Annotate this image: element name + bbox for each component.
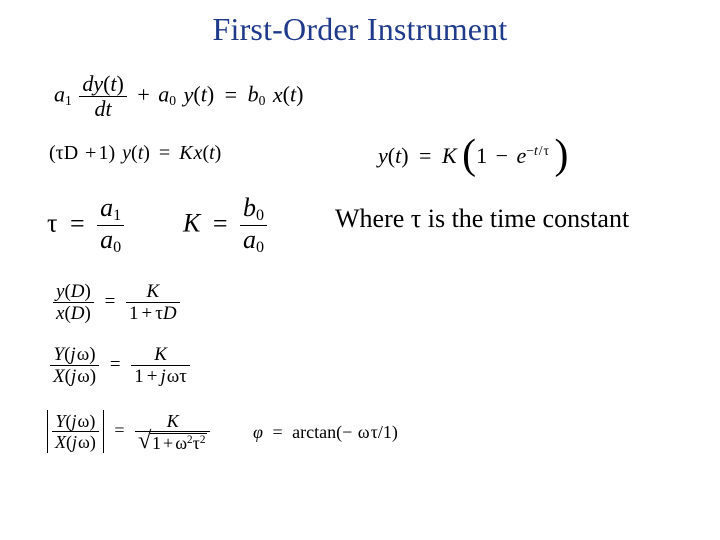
eq-transfer-d: y(D) x(D) = K 1+τD (53, 282, 180, 323)
slide: First-Order Instrument a1 dy(t) dt + a0 … (0, 0, 720, 540)
eq-transfer-jw: Y(jω) X(jω) = K 1+jωτ (50, 345, 190, 386)
eq-step-response: y(t) = K (1 − e−t/τ ) (378, 137, 568, 179)
eq-phase: φ = arctan(− ωτ/1) (253, 423, 398, 441)
time-constant-note: Where τ is the time constant (335, 204, 629, 234)
eq-magnitude: Y(jω) X(jω) = K √ 1+ω2τ2 (47, 410, 210, 453)
eq-k: K = b0 a0 (183, 195, 267, 256)
eq-ode: a1 dy(t) dt + a0 y(t) = b0 x(t) (54, 73, 303, 120)
eq-operator: (τD +1) y(t) = Kx(t) (49, 143, 221, 163)
slide-title: First-Order Instrument (0, 11, 720, 48)
eq-tau: τ = a1 a0 (47, 195, 124, 256)
